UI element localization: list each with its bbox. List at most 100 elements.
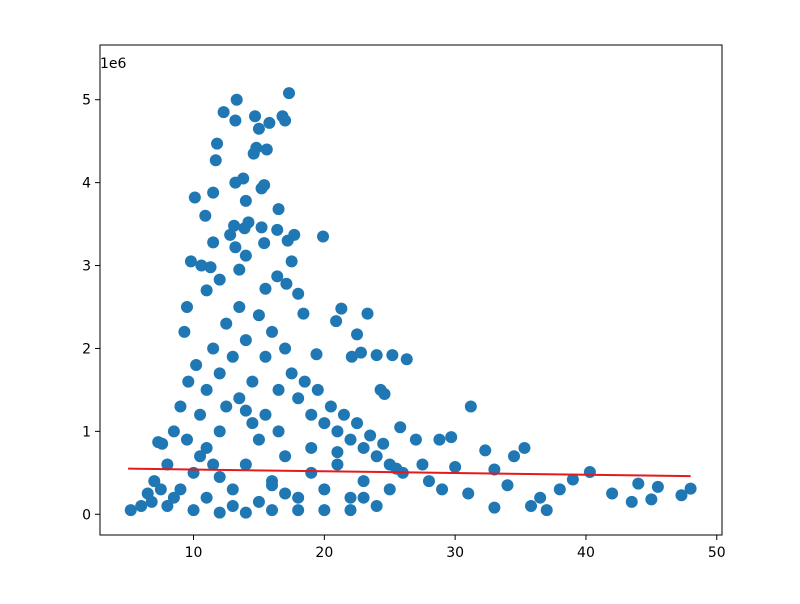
point — [501, 479, 514, 492]
point — [279, 487, 292, 500]
point — [310, 348, 323, 361]
point — [204, 261, 217, 274]
point — [409, 433, 422, 446]
point — [239, 249, 252, 262]
point — [285, 367, 298, 380]
point — [250, 141, 263, 154]
point — [279, 450, 292, 463]
point — [449, 461, 462, 474]
y-tick-label: 5 — [82, 93, 91, 109]
point — [317, 230, 330, 243]
point — [135, 499, 148, 512]
point — [213, 273, 226, 286]
point — [351, 328, 364, 341]
point — [195, 259, 208, 272]
point — [318, 504, 331, 517]
point — [161, 458, 174, 471]
point — [351, 417, 364, 430]
point — [224, 228, 237, 241]
point — [233, 263, 246, 276]
point — [145, 495, 158, 508]
point — [194, 408, 207, 421]
point — [258, 179, 271, 192]
point — [422, 475, 435, 488]
point — [370, 349, 383, 362]
point — [217, 106, 230, 119]
point — [279, 342, 292, 355]
point — [357, 475, 370, 488]
point — [233, 392, 246, 405]
point — [246, 375, 259, 388]
plot-frame — [99, 44, 723, 536]
point — [285, 255, 298, 268]
point — [292, 491, 305, 504]
point — [228, 219, 241, 232]
point — [508, 450, 521, 463]
x-tick-label: 50 — [708, 545, 726, 561]
point — [200, 441, 213, 454]
point — [207, 458, 220, 471]
point — [259, 282, 272, 295]
point — [161, 499, 174, 512]
x-tick-label: 10 — [185, 545, 203, 561]
point — [271, 270, 284, 283]
point — [239, 506, 252, 519]
point — [237, 172, 250, 185]
point — [540, 504, 553, 517]
point — [167, 491, 180, 504]
point — [394, 421, 407, 434]
point — [230, 93, 243, 106]
point — [272, 383, 285, 396]
y-tick-label: 1 — [82, 424, 91, 440]
point — [344, 433, 357, 446]
point — [292, 504, 305, 517]
point — [213, 470, 226, 483]
y-tick-label: 2 — [82, 341, 91, 357]
point — [518, 441, 531, 454]
point — [272, 203, 285, 216]
point — [297, 307, 310, 320]
point — [260, 143, 273, 156]
point — [318, 417, 331, 430]
point — [239, 194, 252, 207]
x-tick-label: 40 — [577, 545, 595, 561]
point — [354, 346, 367, 359]
x-tick-label: 30 — [446, 545, 464, 561]
point — [386, 349, 399, 362]
point — [252, 495, 265, 508]
point — [298, 375, 311, 388]
point — [246, 417, 259, 430]
point — [207, 342, 220, 355]
y-tick-label: 4 — [82, 176, 91, 192]
point — [283, 87, 296, 100]
point — [211, 137, 224, 150]
point — [305, 466, 318, 479]
point — [174, 483, 187, 496]
point — [259, 408, 272, 421]
point — [220, 400, 233, 413]
point — [259, 350, 272, 363]
point — [357, 491, 370, 504]
point — [167, 425, 180, 438]
point — [344, 504, 357, 517]
point — [606, 487, 619, 500]
point — [361, 307, 374, 320]
point — [266, 479, 279, 492]
point — [184, 255, 197, 268]
point — [148, 475, 161, 488]
point — [194, 450, 207, 463]
point — [180, 433, 193, 446]
point — [226, 483, 239, 496]
point — [187, 504, 200, 517]
point — [238, 222, 251, 235]
point — [364, 429, 377, 442]
point — [433, 433, 446, 446]
point — [377, 437, 390, 450]
point — [335, 302, 348, 315]
point — [416, 458, 429, 471]
point — [266, 504, 279, 517]
point — [213, 425, 226, 438]
point — [266, 325, 279, 338]
point — [255, 221, 268, 234]
point — [280, 277, 293, 290]
